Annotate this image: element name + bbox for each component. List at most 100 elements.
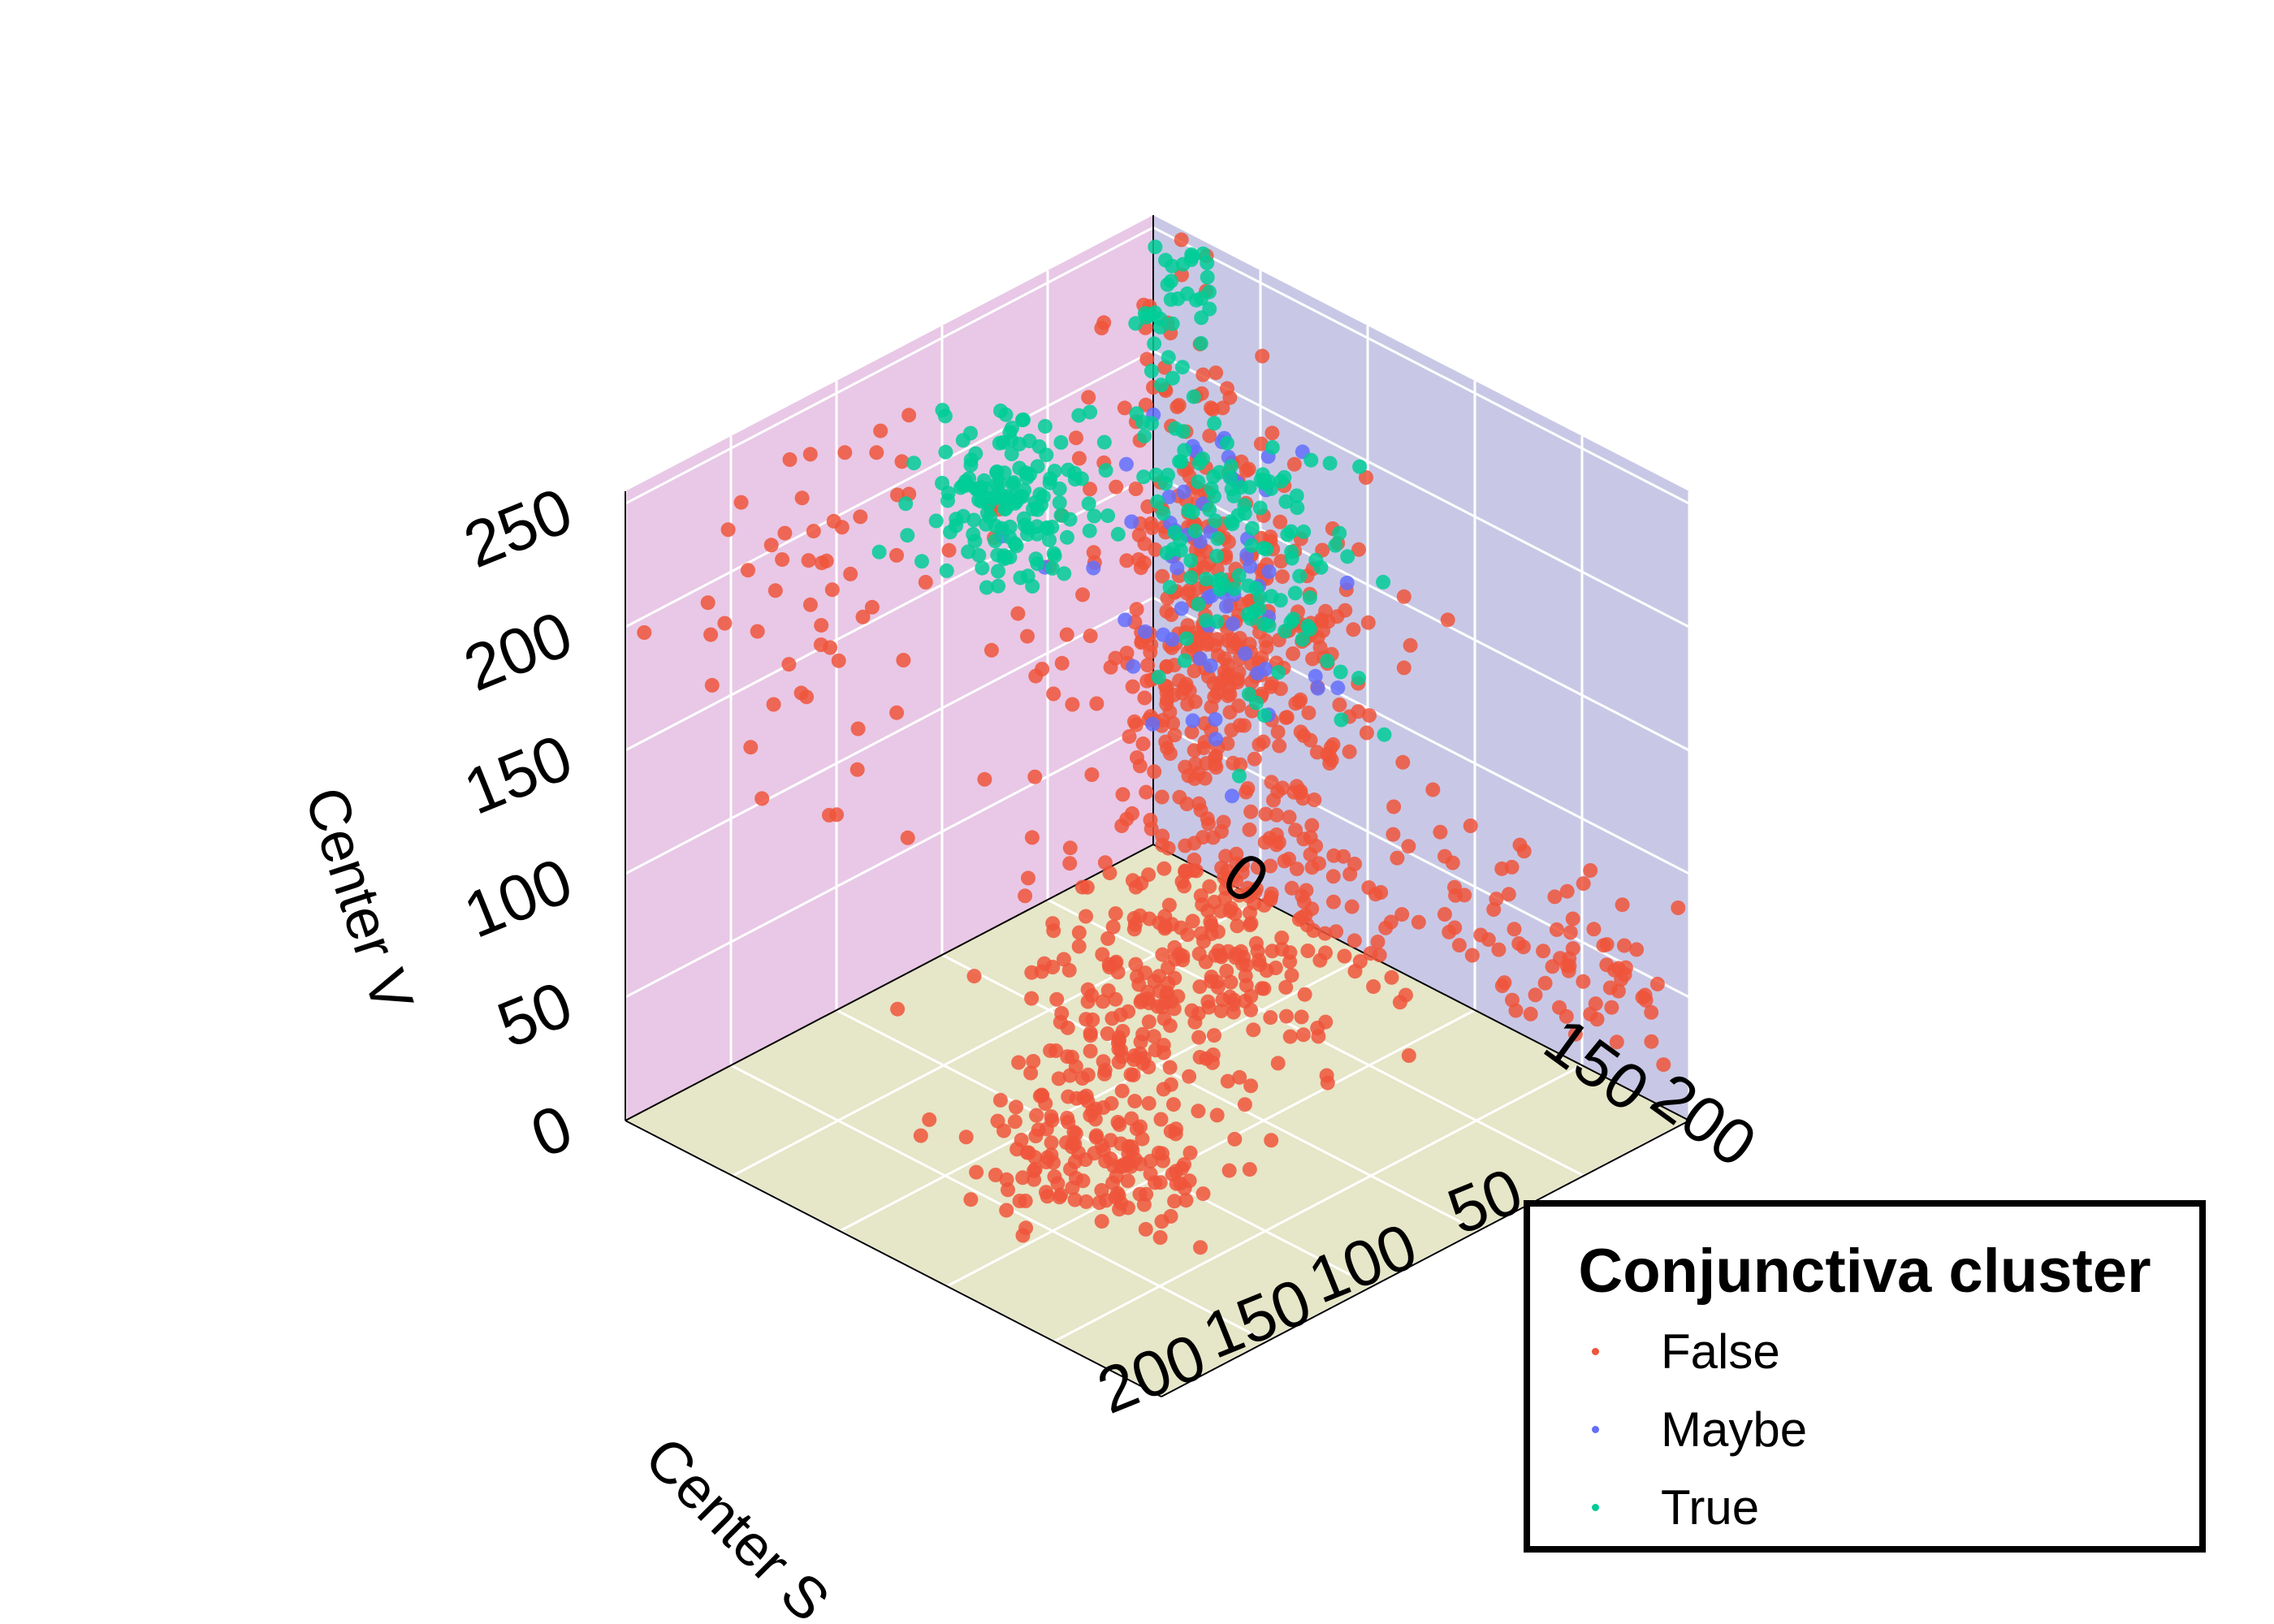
grid-line-floor-x: [1053, 1064, 1583, 1343]
data-point: [855, 609, 871, 624]
data-point: [1351, 671, 1366, 686]
data-point: [1120, 1173, 1135, 1189]
data-point: [1320, 654, 1335, 668]
data-point: [1390, 850, 1405, 866]
data-point: [1154, 789, 1169, 805]
data-point: [1162, 1060, 1178, 1075]
data-point: [1547, 889, 1563, 905]
legend-marker-maybe: [1592, 1425, 1599, 1433]
data-point: [1386, 799, 1402, 814]
data-point: [1264, 589, 1279, 604]
data-point: [1182, 1069, 1197, 1084]
data-point: [1284, 880, 1299, 896]
data-point: [1155, 947, 1170, 962]
data-point: [1213, 1004, 1229, 1018]
data-point: [1076, 1090, 1092, 1105]
data-point: [1065, 1180, 1080, 1195]
data-point: [1021, 870, 1035, 886]
legend-item-false[interactable]: False: [1592, 1319, 1780, 1384]
data-point: [1204, 970, 1219, 985]
data-point: [1301, 705, 1316, 720]
data-point: [1537, 975, 1553, 991]
data-point: [1207, 689, 1222, 705]
data-point: [1360, 615, 1376, 630]
data-point: [1161, 350, 1176, 365]
data-point: [1295, 632, 1310, 647]
data-point: [1123, 1067, 1139, 1082]
data-point: [1507, 922, 1522, 937]
data-point: [1273, 514, 1288, 529]
data-point: [703, 627, 719, 642]
data-point: [1231, 768, 1247, 784]
data-point: [1126, 1052, 1142, 1067]
data-point: [1333, 664, 1348, 680]
data-point: [1610, 983, 1626, 999]
data-point: [963, 425, 978, 441]
data-point: [1589, 1012, 1605, 1027]
data-point: [1002, 425, 1018, 440]
grid-line-floor-y: [730, 1064, 1268, 1343]
data-point: [961, 544, 976, 559]
data-point: [1363, 946, 1378, 961]
data-point: [1071, 925, 1087, 940]
data-point: [1009, 1099, 1023, 1115]
data-point: [1329, 609, 1345, 624]
data-point: [1113, 1195, 1129, 1211]
data-point: [1119, 553, 1135, 568]
data-point: [982, 509, 997, 525]
data-point: [991, 578, 1006, 594]
data-point: [1067, 1192, 1083, 1207]
data-point: [1156, 1153, 1170, 1168]
data-point: [1049, 991, 1065, 1007]
data-point: [1395, 754, 1411, 770]
data-point: [975, 560, 990, 576]
data-point: [1307, 793, 1322, 807]
data-point: [940, 493, 955, 508]
data-point: [700, 595, 715, 611]
data-point: [781, 657, 797, 672]
data-point: [1030, 556, 1045, 572]
data-point: [1269, 807, 1284, 823]
data-point: [1339, 575, 1355, 590]
data-point: [1288, 696, 1303, 711]
data-point: [1147, 974, 1162, 989]
data-point: [1671, 901, 1686, 915]
data-point: [1044, 1135, 1059, 1151]
data-point: [1040, 520, 1055, 535]
data-point: [1156, 506, 1171, 521]
data-point: [1163, 1208, 1178, 1224]
data-point: [1220, 435, 1234, 451]
data-point: [1286, 456, 1302, 472]
data-point: [1174, 267, 1189, 283]
data-point: [1261, 564, 1277, 580]
data-point: [1271, 665, 1286, 680]
data-point: [1119, 646, 1135, 661]
data-point: [1337, 948, 1352, 964]
data-point: [1481, 932, 1496, 948]
data-point: [966, 969, 982, 984]
grid-line-wall-z: [1152, 349, 1690, 628]
data-point: [1087, 508, 1102, 524]
data-point: [1205, 402, 1221, 417]
data-point: [1192, 979, 1208, 995]
data-point: [1193, 335, 1208, 351]
data-point: [1087, 1146, 1102, 1161]
data-point: [1376, 574, 1391, 590]
data-point: [1024, 965, 1040, 980]
legend-item-maybe[interactable]: Maybe: [1592, 1397, 1807, 1462]
data-point: [704, 677, 720, 693]
data-point: [1221, 1163, 1237, 1178]
data-point: [1118, 612, 1133, 628]
legend-item-true[interactable]: True: [1592, 1475, 1759, 1540]
data-point: [741, 563, 755, 578]
data-point: [1166, 1097, 1181, 1112]
data-point: [1231, 568, 1247, 583]
data-point: [1231, 888, 1247, 903]
data-point: [1209, 614, 1225, 629]
data-point: [1314, 612, 1329, 627]
data-point: [1147, 764, 1162, 780]
data-point: [1191, 1030, 1207, 1045]
data-point: [1125, 679, 1140, 694]
data-point: [1241, 461, 1256, 477]
